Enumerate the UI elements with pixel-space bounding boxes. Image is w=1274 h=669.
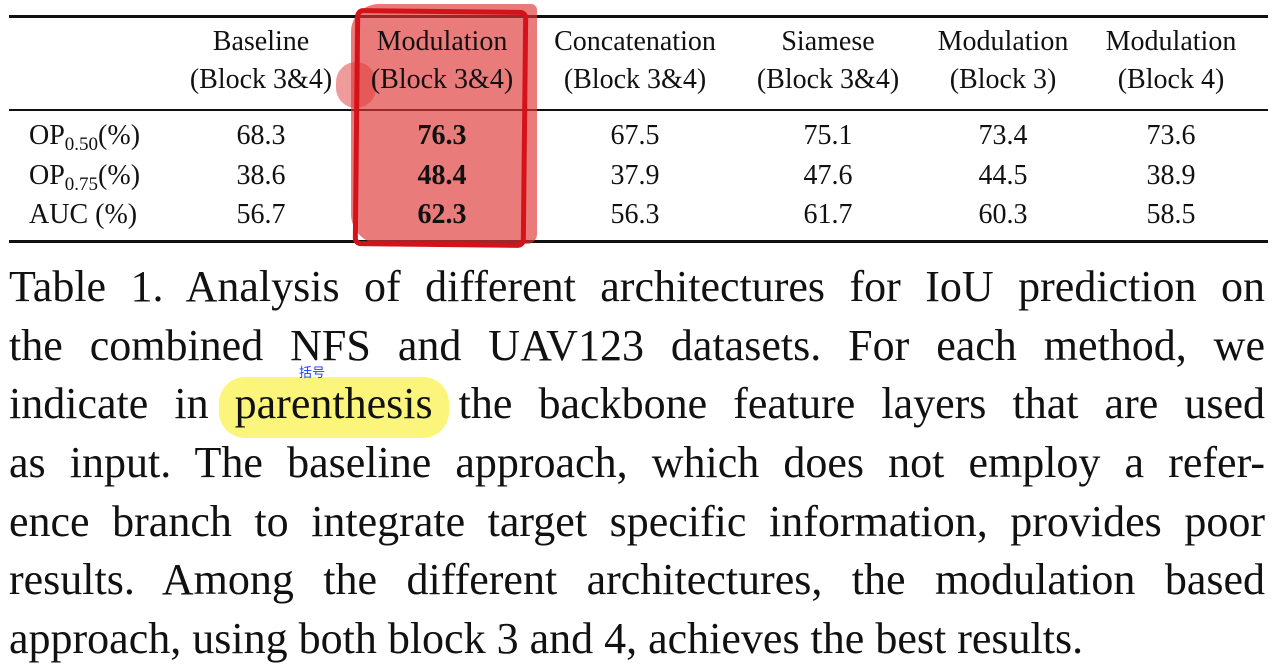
row-label-op050: OP0.50(%) (29, 120, 141, 155)
table-cell: 61.7 (803, 199, 853, 230)
table-cell-best: 76.3 (417, 120, 467, 151)
table-header-rule (9, 109, 1268, 111)
table-cell: 73.6 (1146, 120, 1196, 151)
caption-text: indicate in (9, 379, 209, 429)
caption-line: results. Among the different architectur… (9, 555, 1265, 605)
caption-line-highlighted: indicate in parenthesis the backbone fea… (9, 375, 1265, 438)
caption-line: ence branch to integrate target specific… (9, 496, 1265, 546)
table-cell: 68.3 (236, 120, 286, 151)
table-cell: 56.3 (610, 199, 660, 230)
row-label-main: AUC (%) (29, 199, 138, 230)
table-caption: Table 1. Analysis of different architect… (9, 258, 1265, 669)
table-bottom-rule (9, 240, 1268, 243)
row-label-suffix: (%) (98, 160, 141, 191)
row-label-main: OP (29, 160, 65, 191)
table-cell: 38.9 (1146, 160, 1196, 191)
row-label-sub: 0.50 (64, 134, 99, 155)
header-modulation-3-blocks: (Block 3) (949, 64, 1057, 95)
caption-text: the backbone feature layers that are use… (458, 379, 1265, 429)
row-label-main: OP (29, 120, 65, 151)
row-label-op075: OP0.75(%) (29, 160, 141, 195)
header-modulation-34-blocks: (Block 3&4) (370, 64, 514, 95)
modulation-column-box (352, 8, 529, 248)
header-siamese-blocks: (Block 3&4) (756, 64, 900, 95)
header-modulation-34: Modulation (376, 26, 508, 57)
table-cell: 73.4 (978, 120, 1028, 151)
table-cell: 37.9 (610, 160, 660, 191)
caption-line: Table 1. Analysis of different architect… (9, 262, 1265, 311)
table-top-rule (9, 15, 1268, 18)
table-cell: 38.6 (236, 160, 286, 191)
modulation-column-highlight (351, 4, 537, 244)
caption-line: as input. The baseline approach, which d… (9, 438, 1265, 488)
table-cell: 58.5 (1146, 199, 1196, 230)
header-modulation-4-blocks: (Block 4) (1117, 64, 1225, 95)
table-cell-best: 48.4 (417, 160, 467, 191)
row-label-suffix: (%) (98, 120, 141, 151)
table-cell-best: 62.3 (417, 199, 467, 230)
handwritten-annotation: 括号 (299, 366, 326, 381)
table-cell: 67.5 (610, 120, 660, 151)
row-label-auc: AUC (%) (29, 199, 137, 231)
caption-line: the combined NFS and UAV123 datasets. Fo… (9, 320, 1265, 370)
header-baseline-blocks: (Block 3&4) (189, 64, 333, 95)
header-baseline: Baseline (212, 26, 310, 57)
caption-line: approach, using both block 3 and 4, achi… (9, 614, 1084, 664)
header-concatenation: Concatenation (554, 26, 716, 57)
row-label-sub: 0.75 (64, 174, 99, 195)
table-cell: 44.5 (978, 160, 1028, 191)
table-cell: 75.1 (803, 120, 853, 151)
header-concatenation-blocks: (Block 3&4) (563, 64, 707, 95)
header-modulation-3: Modulation (937, 26, 1069, 57)
header-modulation-4: Modulation (1105, 26, 1237, 57)
table-cell: 56.7 (236, 199, 286, 230)
highlighted-word: parenthesis (218, 375, 449, 438)
header-siamese: Siamese (781, 26, 875, 57)
table-cell: 60.3 (978, 199, 1028, 230)
results-table: Baseline Modulation Concatenation Siames… (9, 0, 1270, 248)
table-cell: 47.6 (803, 160, 853, 191)
